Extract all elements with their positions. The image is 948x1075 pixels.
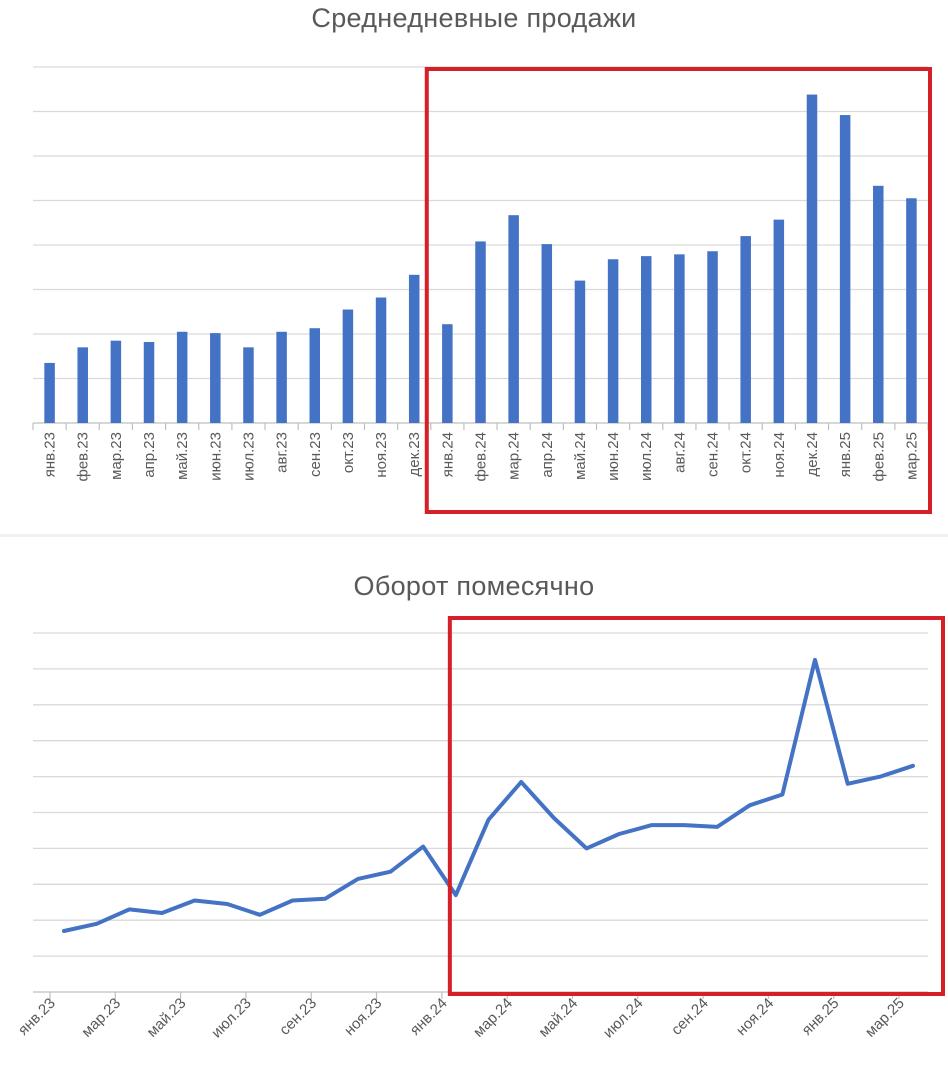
bar-chart-panel: Среднедневные продажи янв.23 фев.23 мар.23… [0, 0, 948, 535]
highlight-box [424, 67, 932, 514]
x-tick-label: июн.23 [207, 432, 224, 481]
bar [176, 331, 188, 423]
x-tick-label: окт.24 [738, 432, 755, 473]
x-tick-label: сен.23 [307, 432, 324, 477]
chart-divider [0, 534, 948, 537]
bar [707, 251, 718, 423]
bar [541, 244, 553, 423]
bar [77, 347, 88, 423]
x-tick-label: сен.24 [705, 432, 722, 477]
bar [740, 236, 751, 423]
x-tick-label: авг.24 [671, 432, 688, 473]
x-tick-label: фев.24 [473, 432, 490, 482]
x-tick-label: июл.24 [600, 995, 647, 1042]
x-tick-label: июл.23 [240, 432, 257, 481]
bar [508, 215, 519, 423]
x-tick-label: янв.24 [439, 432, 456, 477]
bar [906, 198, 917, 423]
x-tick-label: июл.23 [208, 995, 255, 1042]
x-tick-label: дек.24 [804, 432, 821, 477]
x-tick-label: апр.24 [539, 432, 556, 478]
x-tick-label: июн.24 [605, 432, 622, 481]
x-tick-label: май.24 [572, 432, 589, 480]
x-tick-label: мар.25 [862, 995, 908, 1041]
x-tick-label: ноя.24 [733, 995, 777, 1039]
bar [243, 347, 254, 423]
line-chart-panel: Оборот помесячно янв.23 мар.23 май.23 июл.2… [0, 537, 948, 1075]
x-tick-label: ноя.24 [771, 432, 788, 478]
bar [276, 331, 287, 423]
bar [442, 324, 453, 423]
x-tick-label: мар.24 [506, 432, 523, 480]
bar [210, 333, 221, 423]
series-line [62, 657, 915, 933]
bar [342, 309, 354, 423]
bar [375, 297, 387, 423]
x-tick-label: сен.23 [276, 995, 320, 1039]
x-tick-label: янв.23 [42, 432, 59, 477]
bar [806, 94, 818, 423]
bar [607, 259, 619, 423]
bar [408, 274, 420, 423]
bar [773, 219, 785, 423]
x-tick-label: ноя.23 [373, 432, 390, 478]
line-chart-title: Оборот помесячно [353, 571, 595, 601]
x-tick-label: май.23 [144, 995, 190, 1041]
x-tick-label: янв.24 [407, 995, 451, 1039]
bar [475, 241, 486, 423]
bar-chart-title: Среднедневные продажи [311, 3, 637, 33]
x-tick-label: дек.23 [406, 432, 423, 477]
bar [873, 185, 884, 423]
line-chart: янв.23 мар.23 май.23 июл.23 сен.23 ноя.23 янв.… [15, 616, 945, 1042]
bar-chart: янв.23 фев.23 мар.23 апр.23 май.23 июн.23 июл.… [32, 66, 932, 514]
x-tick-label: фев.23 [75, 432, 92, 482]
bar [110, 340, 122, 423]
bar [839, 115, 851, 423]
bar [44, 362, 55, 423]
x-tick-label: апр.23 [141, 432, 158, 478]
x-tick-label: мар.23 [78, 995, 124, 1041]
bar [574, 280, 586, 423]
x-tick-label: авг.23 [274, 432, 291, 473]
bar [143, 342, 155, 423]
x-tick-label: янв.23 [15, 995, 59, 1039]
x-tick-label: мар.24 [470, 995, 516, 1041]
x-tick-label: ноя.23 [341, 995, 385, 1039]
x-tick-label: май.23 [174, 432, 191, 480]
highlight-box [447, 616, 945, 996]
x-tick-label: май.24 [535, 995, 581, 1041]
x-tick-label: фев.25 [870, 432, 887, 482]
bar [674, 254, 685, 423]
x-tick-label: мар.23 [108, 432, 125, 480]
x-tick-label: мар.25 [903, 432, 920, 480]
x-tick-label: июл.24 [638, 432, 655, 481]
bar [640, 256, 652, 423]
x-tick-label: янв.25 [837, 432, 854, 477]
x-tick-label: сен.24 [668, 995, 712, 1039]
x-tick-label: янв.25 [799, 995, 843, 1039]
bar [309, 328, 321, 423]
x-tick-label: окт.23 [340, 432, 357, 473]
